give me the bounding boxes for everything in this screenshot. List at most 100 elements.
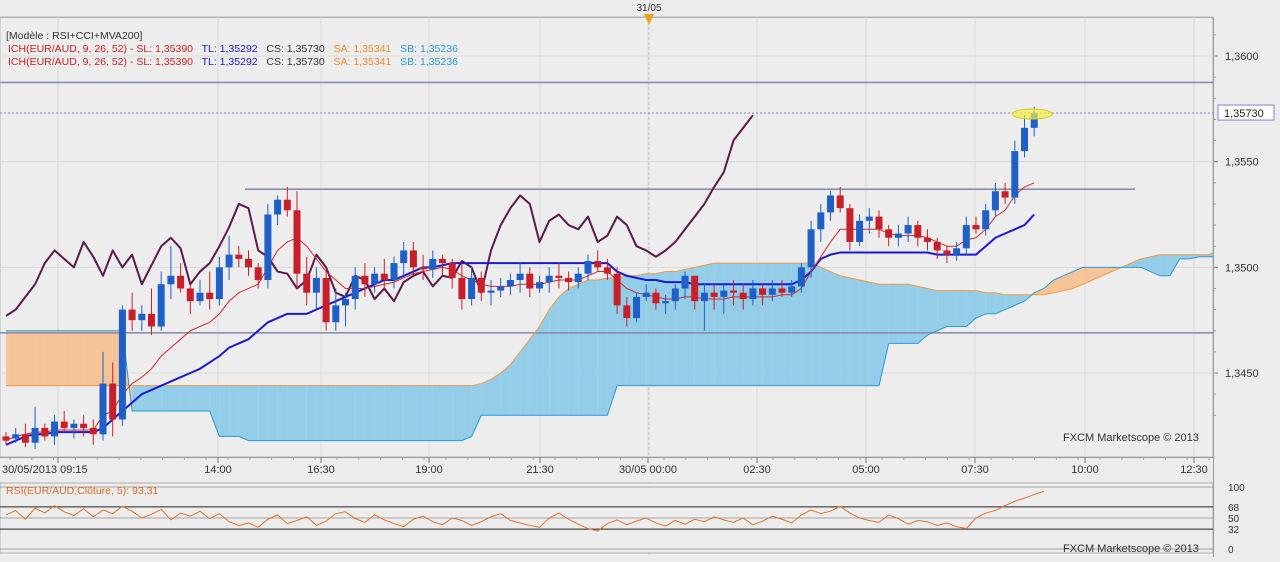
senkou-a-line — [6, 243, 1239, 387]
candle-body — [1030, 113, 1038, 128]
candle-body — [536, 282, 543, 289]
cloud-segment — [840, 275, 850, 386]
cloud-segment — [510, 351, 521, 416]
cloud-segment — [772, 263, 782, 386]
cloud-segment — [655, 271, 666, 386]
price-tick-label: 1,3550 — [1225, 157, 1259, 169]
legend-sb: SB: 1,35236 — [400, 56, 458, 68]
candle-body — [943, 250, 951, 255]
cloud-segment — [161, 385, 171, 412]
legend-sl: SL: 1,35390 — [136, 56, 194, 68]
cloud-segment — [93, 330, 103, 386]
candle-body — [361, 275, 369, 285]
cloud-segment — [461, 385, 472, 441]
candle-body — [768, 288, 776, 295]
candle-body — [982, 210, 990, 230]
cloud-segment — [820, 267, 831, 386]
cloud-segment — [568, 284, 579, 416]
cloud-segment — [1160, 254, 1170, 276]
cloud-segment — [976, 290, 986, 319]
current-price-label: 1,35730 — [1224, 108, 1264, 120]
candle-body — [487, 290, 495, 293]
highlight-ellipse — [1011, 108, 1053, 120]
candle-body — [700, 292, 708, 302]
candle-body — [371, 273, 379, 285]
candle-body — [788, 286, 796, 293]
ichimoku-legend-2: ICH(EUR/AUD, 9, 26, 52) - SL: 1,35390 TL… — [8, 56, 458, 68]
cloud-segment — [6, 330, 16, 386]
candle-body — [904, 225, 912, 234]
legend-cs: CS: 1,35730 — [266, 56, 325, 68]
candle-body — [671, 288, 679, 302]
candle-body — [1001, 191, 1009, 198]
current-price-box — [1217, 104, 1275, 121]
candle-body — [128, 309, 136, 321]
rsi-level-label: 100 — [1228, 483, 1245, 494]
ichimoku-legend-1: ICH(EUR/AUD, 9, 26, 52) - SL: 1,35390 TL… — [8, 43, 458, 55]
watermark-main: FXCM Marketscope © 2013 — [1063, 432, 1199, 444]
cloud-segment — [520, 339, 530, 416]
legend-sa: SA: 1,35341 — [333, 43, 392, 55]
cloud-segment — [588, 280, 598, 416]
candle-body — [991, 191, 999, 211]
candle-body — [836, 195, 844, 209]
candle-body — [380, 273, 388, 281]
rsi-line — [5, 490, 1045, 532]
cloud-segment — [248, 385, 259, 441]
cloud-segment — [316, 385, 327, 441]
cloud-segment — [481, 379, 491, 416]
price-axis-panel — [1213, 17, 1280, 457]
candle-body — [865, 216, 873, 221]
cloud-segment — [73, 330, 84, 386]
candle-body — [60, 421, 68, 428]
candle-body — [545, 275, 553, 283]
candle-body — [623, 305, 631, 319]
horizontal-lines — [0, 81, 1213, 334]
cloud-segment — [277, 385, 288, 441]
candle-body — [12, 434, 20, 439]
cloud-segment — [830, 271, 841, 386]
cloud-segment — [326, 385, 336, 441]
candle-body — [914, 225, 922, 238]
candle-body — [293, 210, 301, 274]
cloud-segment — [723, 263, 734, 386]
candle-body — [303, 273, 311, 293]
candle-body — [439, 258, 446, 264]
cloud-segment — [995, 292, 1006, 314]
candle-body — [400, 250, 408, 264]
cloud-segment — [180, 385, 191, 412]
cloud-segment — [762, 263, 773, 386]
candle-body — [322, 277, 330, 323]
candle-body — [89, 427, 97, 435]
time-tick-label: 16:30 — [307, 464, 335, 476]
cloud-segment — [384, 385, 394, 441]
cloud-segment — [413, 385, 424, 441]
cloud-segment — [500, 364, 511, 416]
cloud-segment — [849, 277, 860, 386]
cloud-segment — [238, 385, 249, 441]
legend-sa: SA: 1,35341 — [333, 56, 392, 68]
legend-sb: SB: 1,35236 — [400, 43, 458, 55]
candle-body — [662, 301, 670, 304]
cloud-segment — [927, 288, 938, 335]
candle-body — [613, 273, 621, 306]
cloud-segment — [714, 263, 724, 386]
cloud-segment — [946, 290, 957, 327]
candle-body — [972, 225, 980, 230]
candle-body — [390, 263, 398, 281]
cloud-segment — [539, 309, 550, 416]
cloud-segment — [83, 330, 94, 386]
cloud-segment — [335, 385, 346, 441]
template-label: [Modèle : RSI+CCI+MVA200] — [6, 30, 143, 42]
candle-body — [516, 273, 524, 281]
cloud-segment — [374, 385, 385, 441]
cloud-segment — [782, 263, 792, 386]
rsi-level-label: 32 — [1228, 525, 1240, 536]
cloud-segment — [879, 284, 889, 386]
time-tick-label: 12:30 — [1180, 464, 1208, 476]
candle-body — [118, 309, 126, 420]
candle-body — [710, 292, 718, 297]
